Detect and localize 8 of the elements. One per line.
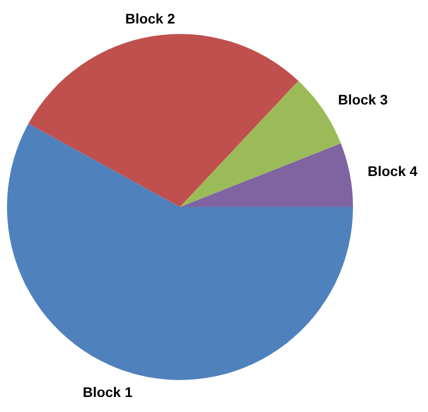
- slice-label: Block 2: [125, 10, 176, 26]
- slice-label: Block 3: [338, 92, 388, 108]
- pie-slice: [180, 143, 353, 207]
- slice-label: Block 4: [368, 163, 418, 180]
- pie-slice: [28, 34, 298, 207]
- pie-slice: [7, 124, 353, 380]
- pie-slice: [180, 80, 341, 207]
- slice-label: Block 1: [82, 384, 133, 400]
